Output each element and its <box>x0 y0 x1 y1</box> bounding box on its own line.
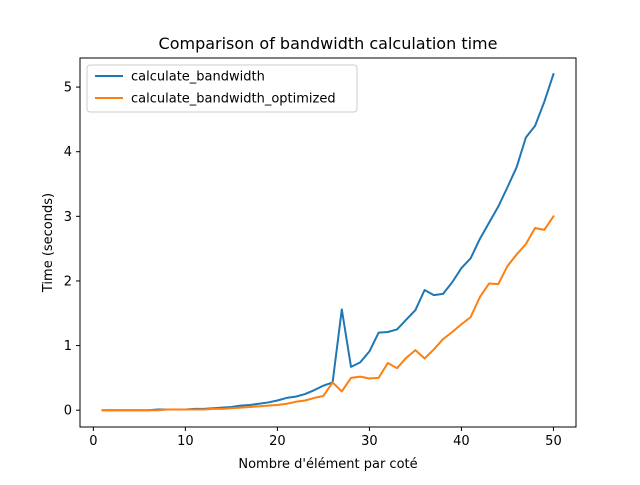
y-tick-label: 5 <box>64 81 72 96</box>
x-tick-label: 10 <box>177 434 194 449</box>
legend-label-calculate-bandwidth: calculate_bandwidth <box>131 70 265 85</box>
y-tick-label: 2 <box>64 274 72 289</box>
y-axis-label: Time (seconds) <box>41 193 56 293</box>
y-tick-label: 0 <box>64 404 72 419</box>
x-tick-label: 20 <box>269 434 286 449</box>
x-axis-label: Nombre d'élément par coté <box>238 457 417 472</box>
legend-label-calculate-bandwidth-optimized: calculate_bandwidth_optimized <box>131 92 336 107</box>
legend-box <box>86 64 358 113</box>
y-tick-label: 3 <box>64 210 72 225</box>
series-line-calculate-bandwidth <box>101 72 555 412</box>
chart-title: Comparison of bandwidth calculation time <box>159 34 498 53</box>
plot-frame <box>79 57 577 428</box>
x-tick-label: 40 <box>453 434 470 449</box>
x-axis-ticks: 0 10 20 30 40 50 <box>89 427 562 449</box>
x-tick-label: 50 <box>545 434 562 449</box>
x-tick-label: 30 <box>361 434 378 449</box>
x-tick-label: 0 <box>89 434 97 449</box>
y-tick-label: 4 <box>64 145 72 160</box>
y-axis-ticks: 0 1 2 3 4 5 <box>64 81 80 419</box>
plot-lines <box>101 72 555 412</box>
y-tick-label: 1 <box>64 339 72 354</box>
series-line-calculate-bandwidth-optimized <box>101 214 555 412</box>
legend: calculate_bandwidth calculate_bandwidth_… <box>86 64 358 113</box>
